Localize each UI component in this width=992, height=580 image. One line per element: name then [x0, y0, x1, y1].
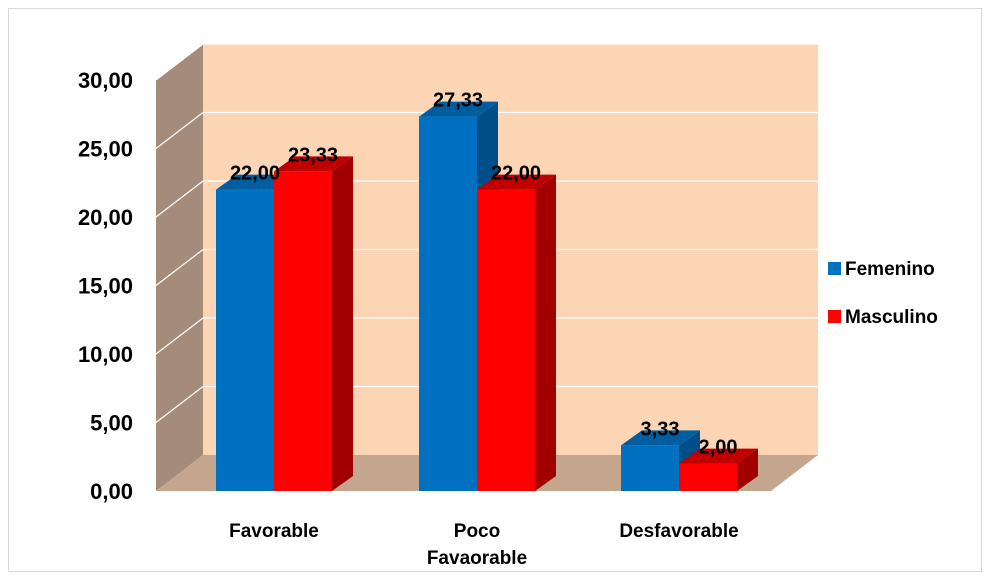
y-tick-label: 30,00 — [78, 68, 133, 93]
bar-front-face — [477, 189, 535, 491]
x-axis-category-labels: Favorable Poco Favaorable Desfavorable — [229, 521, 739, 569]
x-category-label: Favorable — [229, 521, 319, 542]
bar-top-face — [679, 448, 758, 464]
data-label: 23,33 — [288, 144, 338, 166]
chart-frame: 22,00 23,33 27,33 22,00 3,33 2,00 0,00 5,00 10,… — [8, 8, 982, 572]
x-category-label: Poco — [454, 521, 500, 542]
legend-item-femenino: Femenino — [828, 259, 935, 280]
y-tick-label: 15,00 — [78, 274, 133, 299]
bar-masculino — [274, 156, 353, 491]
bar-side-face — [737, 448, 758, 491]
y-tick-label: 20,00 — [78, 205, 133, 230]
data-label: 3,33 — [641, 418, 680, 440]
legend-swatch — [828, 262, 841, 275]
bar-front-face — [274, 171, 332, 491]
legend-swatch — [828, 310, 841, 323]
bar-side-face — [332, 156, 353, 491]
bar-top-face — [621, 430, 700, 446]
y-tick-label: 0,00 — [90, 479, 133, 504]
y-axis-tick-labels: 0,00 5,00 10,00 15,00 20,00 25,00 30,00 — [78, 68, 133, 504]
gridline-side — [155, 386, 204, 423]
gridline-side — [155, 249, 204, 286]
y-tick-label: 5,00 — [90, 411, 133, 436]
legend: Femenino Masculino — [828, 259, 938, 328]
bar-top-face — [419, 101, 498, 117]
data-label: 2,00 — [699, 437, 738, 459]
bar-chart: 22,00 23,33 27,33 22,00 3,33 2,00 0,00 5,00 10,… — [78, 43, 938, 569]
bars — [216, 101, 758, 491]
bar-top-face — [477, 174, 556, 190]
data-label: 22,00 — [491, 163, 541, 185]
bar-masculino — [477, 174, 556, 491]
bar-side-face — [535, 174, 556, 491]
bar-masculino — [679, 448, 758, 491]
data-labels: 22,00 23,33 27,33 22,00 3,33 2,00 — [230, 90, 738, 459]
legend-label: Femenino — [845, 259, 935, 280]
x-category-label: Desfavorable — [619, 521, 738, 542]
legend-label: Masculino — [845, 307, 938, 328]
bar-front-face — [679, 463, 737, 491]
gridline-side — [155, 180, 204, 218]
gridline-side — [155, 317, 204, 355]
y-tick-label: 10,00 — [78, 342, 133, 367]
bar-front-face — [621, 445, 679, 491]
y-tick-label: 25,00 — [78, 137, 133, 162]
gridline-side — [155, 43, 204, 81]
bar-front-face — [419, 116, 477, 491]
x-category-label: Favaorable — [427, 548, 527, 569]
legend-item-masculino: Masculino — [828, 307, 938, 328]
data-label: 27,33 — [433, 90, 483, 112]
bar-top-face — [274, 156, 353, 172]
data-label: 22,00 — [230, 163, 280, 185]
bar-front-face — [216, 189, 274, 491]
gridline-side — [155, 112, 204, 149]
bar-femenino — [621, 430, 700, 491]
